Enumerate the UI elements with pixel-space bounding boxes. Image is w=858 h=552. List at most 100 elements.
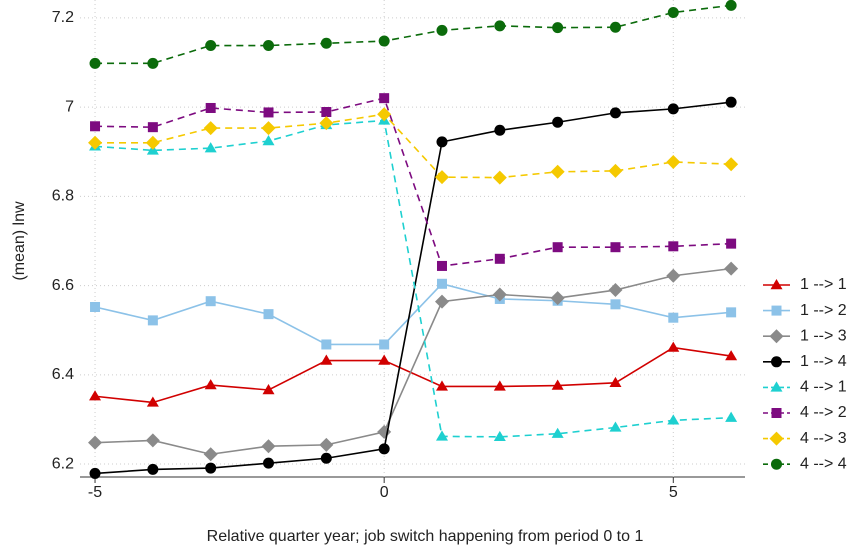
marker — [204, 379, 217, 390]
marker — [667, 341, 680, 352]
legend-marker — [771, 356, 782, 368]
marker — [147, 122, 158, 133]
marker — [89, 57, 101, 69]
marker — [378, 443, 390, 455]
legend-marker — [770, 381, 783, 392]
legend-marker — [771, 305, 782, 316]
marker — [205, 462, 217, 474]
legend-label: 1 --> 3 — [800, 327, 847, 344]
marker — [320, 452, 332, 464]
marker — [377, 107, 392, 122]
marker — [436, 260, 447, 271]
series-line — [95, 4, 732, 65]
x-axis-label: Relative quarter year; job switch happen… — [207, 528, 644, 545]
marker — [725, 0, 737, 11]
legend-marker — [769, 329, 784, 344]
marker — [609, 107, 621, 119]
marker — [263, 457, 275, 469]
marker — [552, 22, 564, 34]
legend-marker — [770, 279, 783, 290]
legend-label: 1 --> 4 — [800, 353, 847, 370]
y-tick-label: 6.6 — [52, 277, 74, 294]
legend-marker — [769, 431, 784, 446]
marker — [493, 430, 506, 442]
series-line — [94, 346, 732, 404]
marker — [90, 121, 101, 132]
y-tick-label: 6.2 — [52, 455, 74, 472]
marker — [145, 433, 160, 448]
legend-label: 4 --> 2 — [800, 404, 847, 421]
marker — [147, 57, 159, 69]
marker — [725, 350, 738, 361]
marker — [147, 463, 159, 475]
marker — [610, 242, 621, 253]
marker — [493, 380, 506, 391]
marker — [378, 35, 390, 47]
marker — [726, 238, 737, 249]
marker — [494, 124, 506, 136]
y-tick-label: 6.8 — [52, 188, 74, 205]
series-line — [94, 282, 732, 346]
series-line — [94, 119, 732, 438]
marker — [434, 170, 449, 185]
marker — [379, 339, 390, 350]
marker — [552, 116, 564, 128]
marker — [319, 116, 334, 131]
series-line — [95, 267, 732, 456]
x-tick-label: 5 — [669, 484, 678, 501]
marker — [263, 107, 274, 118]
marker — [667, 414, 680, 425]
legend-label: 4 --> 3 — [800, 430, 847, 447]
legend-label: 1 --> 2 — [800, 302, 847, 319]
marker — [434, 294, 449, 309]
marker — [608, 163, 623, 178]
y-tick-label: 6.4 — [52, 366, 74, 383]
marker — [667, 103, 679, 115]
series-line — [94, 101, 732, 475]
marker — [205, 296, 216, 307]
series-line — [95, 97, 732, 267]
marker — [609, 376, 622, 388]
marker — [609, 21, 621, 33]
marker — [494, 253, 505, 264]
marker — [88, 135, 103, 150]
legend-marker — [771, 458, 782, 470]
marker — [320, 37, 332, 49]
marker — [89, 467, 101, 479]
marker — [668, 312, 679, 323]
marker — [263, 309, 274, 320]
marker — [263, 40, 275, 52]
legend-label: 4 --> 1 — [800, 379, 847, 396]
marker — [320, 354, 333, 365]
marker — [551, 379, 564, 390]
marker — [552, 242, 563, 253]
marker — [492, 287, 507, 302]
marker — [379, 93, 390, 104]
marker — [726, 307, 737, 318]
legend-label: 4 --> 4 — [800, 455, 847, 472]
marker — [667, 6, 679, 18]
y-tick-label: 7.2 — [52, 9, 74, 26]
marker — [262, 383, 275, 395]
marker — [90, 301, 101, 312]
marker — [435, 380, 448, 391]
y-axis-label: (mean) lnw — [11, 201, 28, 281]
marker — [88, 435, 103, 450]
marker — [205, 40, 217, 52]
marker — [204, 142, 217, 153]
marker — [724, 261, 739, 276]
marker — [203, 121, 218, 136]
marker — [261, 121, 276, 136]
marker — [610, 299, 621, 310]
x-tick-label: 0 — [380, 484, 389, 501]
marker — [668, 241, 679, 252]
x-tick-label: -5 — [88, 484, 102, 501]
marker — [146, 396, 159, 407]
legend-label: 1 --> 1 — [800, 276, 847, 293]
marker — [724, 157, 739, 172]
marker — [261, 439, 276, 454]
marker — [205, 102, 216, 113]
marker — [492, 170, 507, 185]
marker — [550, 291, 565, 306]
